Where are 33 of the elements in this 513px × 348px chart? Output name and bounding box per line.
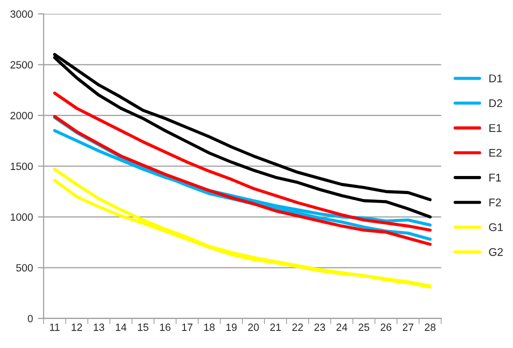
- x-tick-label: 14: [116, 324, 126, 331]
- legend-label: D1: [489, 74, 502, 82]
- x-tick-label: 27: [402, 324, 414, 331]
- y-tick-label: 1500: [10, 162, 33, 170]
- legend-label: F2: [489, 198, 501, 206]
- x-tick-label: 12: [72, 324, 82, 331]
- legend-label: D2: [489, 99, 502, 108]
- x-tick-label: 21: [270, 324, 281, 331]
- x-tick-label: 24: [336, 324, 348, 331]
- x-tick-label: 26: [380, 324, 392, 331]
- legend-label: G1: [489, 223, 503, 232]
- legend-label: G2: [489, 248, 503, 256]
- x-tick-label: 18: [204, 324, 215, 331]
- x-tick-label: 28: [424, 324, 436, 331]
- x-tick-label: 20: [248, 324, 259, 331]
- x-tick-label: 15: [138, 324, 148, 331]
- x-tick-label: 13: [94, 324, 104, 331]
- x-tick-label: 23: [314, 324, 326, 331]
- legend-label: E1: [489, 124, 502, 132]
- x-tick-label: 16: [160, 324, 170, 331]
- x-tick-label: 11: [50, 324, 60, 331]
- y-tick-label: 2500: [10, 61, 33, 69]
- y-tick-label: 1000: [10, 213, 33, 221]
- legend-label: E2: [489, 148, 502, 157]
- x-tick-label: 22: [292, 324, 303, 331]
- y-tick-label: 2000: [10, 112, 33, 120]
- x-tick-label: 25: [358, 324, 370, 331]
- y-tick-label: 3000: [10, 10, 33, 18]
- x-tick-label: 19: [226, 324, 237, 331]
- legend-label: F1: [489, 174, 501, 182]
- x-tick-label: 17: [182, 324, 192, 331]
- y-tick-label: 500: [16, 264, 33, 272]
- y-tick-label: 0: [28, 314, 33, 322]
